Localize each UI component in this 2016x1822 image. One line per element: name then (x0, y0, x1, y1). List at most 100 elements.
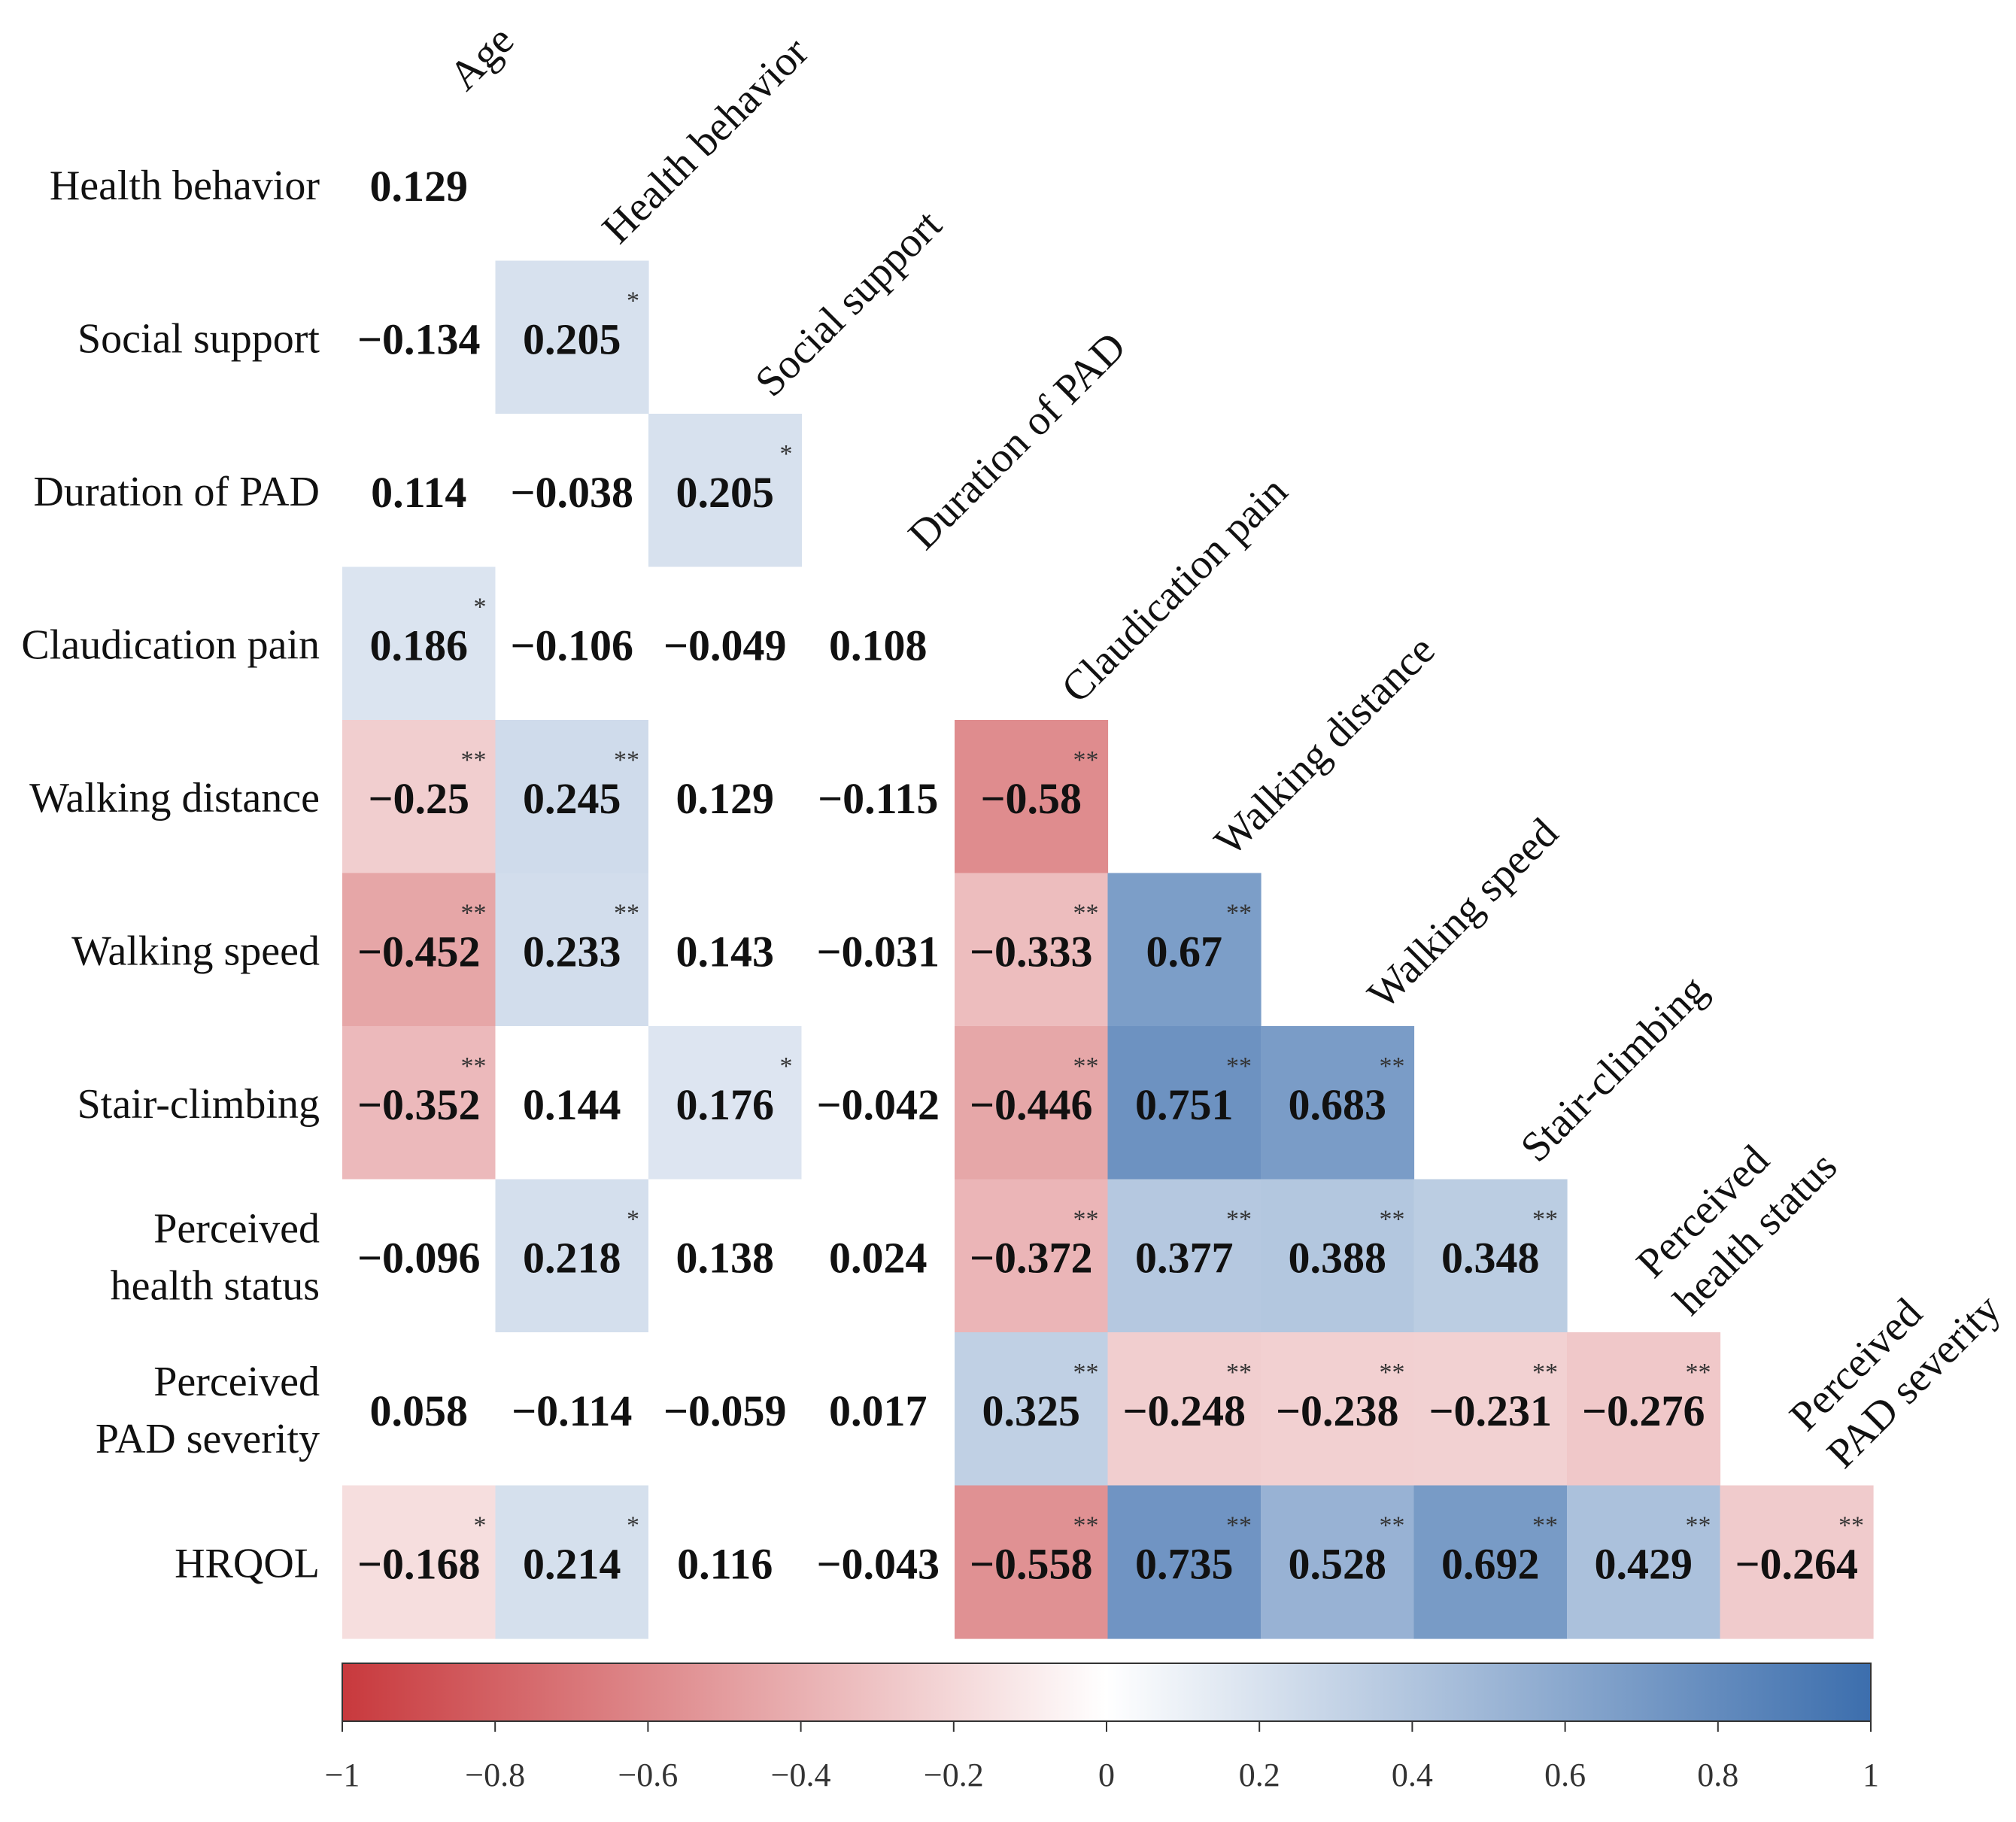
cell-value-label: 0.108 (829, 621, 928, 670)
cell-value-label: 0.058 (370, 1386, 469, 1435)
significance-mark: ** (1380, 1206, 1405, 1234)
cell-value-label: 0.325 (982, 1386, 1081, 1435)
column-label: Health behavior (594, 29, 818, 253)
significance-mark: ** (461, 900, 487, 928)
row-label: Duration of PAD (33, 469, 320, 515)
heatmap-cell (1107, 1332, 1262, 1486)
cell-value-label: 0.233 (523, 927, 621, 976)
row-label: HRQOL (175, 1540, 320, 1587)
cell-value-label: −0.248 (1122, 1386, 1246, 1435)
column-label: PerceivedPAD severity (1781, 1249, 2009, 1477)
colorbar-tick-label: −0.6 (618, 1757, 678, 1793)
cell-value-label: 0.751 (1135, 1080, 1234, 1129)
heatmap-cell (342, 1026, 496, 1180)
row-label: Claudication pain (21, 621, 320, 668)
colorbar-tick-label: 0.4 (1392, 1757, 1433, 1793)
cell-value-label: −0.238 (1276, 1386, 1399, 1435)
significance-mark: ** (461, 746, 487, 774)
cell-value-label: −0.049 (663, 621, 787, 670)
significance-mark: ** (1073, 1359, 1099, 1386)
cell-value-label: −0.231 (1429, 1386, 1552, 1435)
column-label: Age (440, 17, 523, 99)
heatmap-cell (801, 720, 955, 874)
heatmap-cell (495, 414, 649, 568)
cell-value-label: 0.144 (523, 1080, 621, 1129)
cell-value-label: 0.735 (1135, 1539, 1234, 1588)
heatmap-cell (495, 1179, 649, 1333)
heatmap-cell (342, 260, 496, 415)
heatmap-cell (342, 873, 496, 1027)
cell-value-label: 0.205 (523, 314, 621, 363)
colorbar-tick-label: −0.2 (924, 1757, 984, 1793)
column-label: Perceivedhealth status (1628, 1106, 1846, 1324)
cell-value-label: 0.129 (676, 774, 775, 823)
significance-mark: ** (1226, 1052, 1252, 1080)
cell-value-label: 0.348 (1441, 1233, 1540, 1282)
heatmap-cell (801, 873, 955, 1027)
cell-value-label: −0.452 (357, 927, 481, 976)
row-label: Stair-climbing (77, 1081, 320, 1128)
heatmap-cell (648, 566, 803, 721)
row-label: Health behavior (50, 162, 320, 209)
cell-value-label: 0.017 (829, 1386, 928, 1435)
heatmap-cell (1567, 1332, 1721, 1486)
heatmap-cell (495, 873, 649, 1027)
heatmap-cell (648, 414, 803, 568)
cell-value-label: −0.038 (510, 468, 633, 517)
cell-value-label: −0.264 (1735, 1539, 1858, 1588)
cell-value-label: 0.186 (370, 621, 469, 670)
significance-mark: ** (1532, 1359, 1558, 1386)
significance-mark: ** (614, 746, 639, 774)
cell-value-label: 0.218 (523, 1233, 621, 1282)
heatmap-cell (801, 1179, 955, 1333)
significance-mark: ** (461, 1052, 487, 1080)
significance-mark: ** (1532, 1512, 1558, 1540)
cell-value-label: 0.176 (676, 1080, 775, 1129)
heatmap-cell (801, 1026, 955, 1180)
cell-value-label: 0.692 (1441, 1539, 1540, 1588)
column-label: Walking speed (1359, 809, 1567, 1018)
significance-mark: ** (1226, 1359, 1252, 1386)
column-label: Stair-climbing (1512, 967, 1717, 1171)
column-label: Duration of PAD (900, 323, 1135, 559)
colorbar-tick-label: −0.8 (465, 1757, 525, 1793)
heatmap-cell (1720, 1485, 1874, 1639)
cell-value-label: 0.024 (829, 1233, 928, 1282)
heatmap-cell (648, 1026, 803, 1180)
heatmap-cell (342, 108, 496, 262)
heatmap-cell (342, 1332, 496, 1486)
significance-mark: ** (1532, 1206, 1558, 1234)
cell-value-label: −0.276 (1582, 1386, 1705, 1435)
significance-mark: * (627, 1206, 639, 1234)
row-label: Walking distance (29, 775, 320, 821)
column-label: Social support (746, 201, 951, 405)
significance-mark: ** (1226, 1512, 1252, 1540)
colorbar-tick-label: 0.2 (1239, 1757, 1280, 1793)
heatmap-cell (1413, 1332, 1568, 1486)
heatmap-cell (342, 1179, 496, 1333)
heatmap-cell (648, 720, 803, 874)
significance-mark: ** (1686, 1359, 1711, 1386)
heatmap-cell (495, 1026, 649, 1180)
values-layer: 0.129−0.134 0.205*0.114 −0.038 0.205*0.186*… (357, 162, 1864, 1589)
cells-layer (342, 108, 1874, 1639)
heatmap-cell (648, 1179, 803, 1333)
column-label: Walking distance (1206, 627, 1444, 865)
significance-mark: * (627, 287, 639, 315)
significance-mark: * (474, 594, 487, 621)
significance-mark: ** (614, 900, 639, 928)
row-label: Walking speed (71, 928, 320, 974)
cell-value-label: −0.106 (510, 621, 633, 670)
cell-value-label: −0.558 (970, 1539, 1093, 1588)
cell-value-label: −0.134 (357, 314, 481, 363)
cell-value-label: 0.129 (370, 162, 469, 211)
heatmap-cell (1413, 1179, 1568, 1333)
heatmap-cell (648, 1332, 803, 1486)
cell-value-label: 0.214 (523, 1539, 621, 1588)
row-label: Perceived PAD severity (96, 1359, 320, 1462)
heatmap-cell (955, 1485, 1109, 1639)
colorbar-tick-label: −0.4 (771, 1757, 831, 1793)
column-label: Claudication pain (1052, 468, 1296, 712)
heatmap-cell (1567, 1485, 1721, 1639)
heatmap-cell (495, 1332, 649, 1486)
